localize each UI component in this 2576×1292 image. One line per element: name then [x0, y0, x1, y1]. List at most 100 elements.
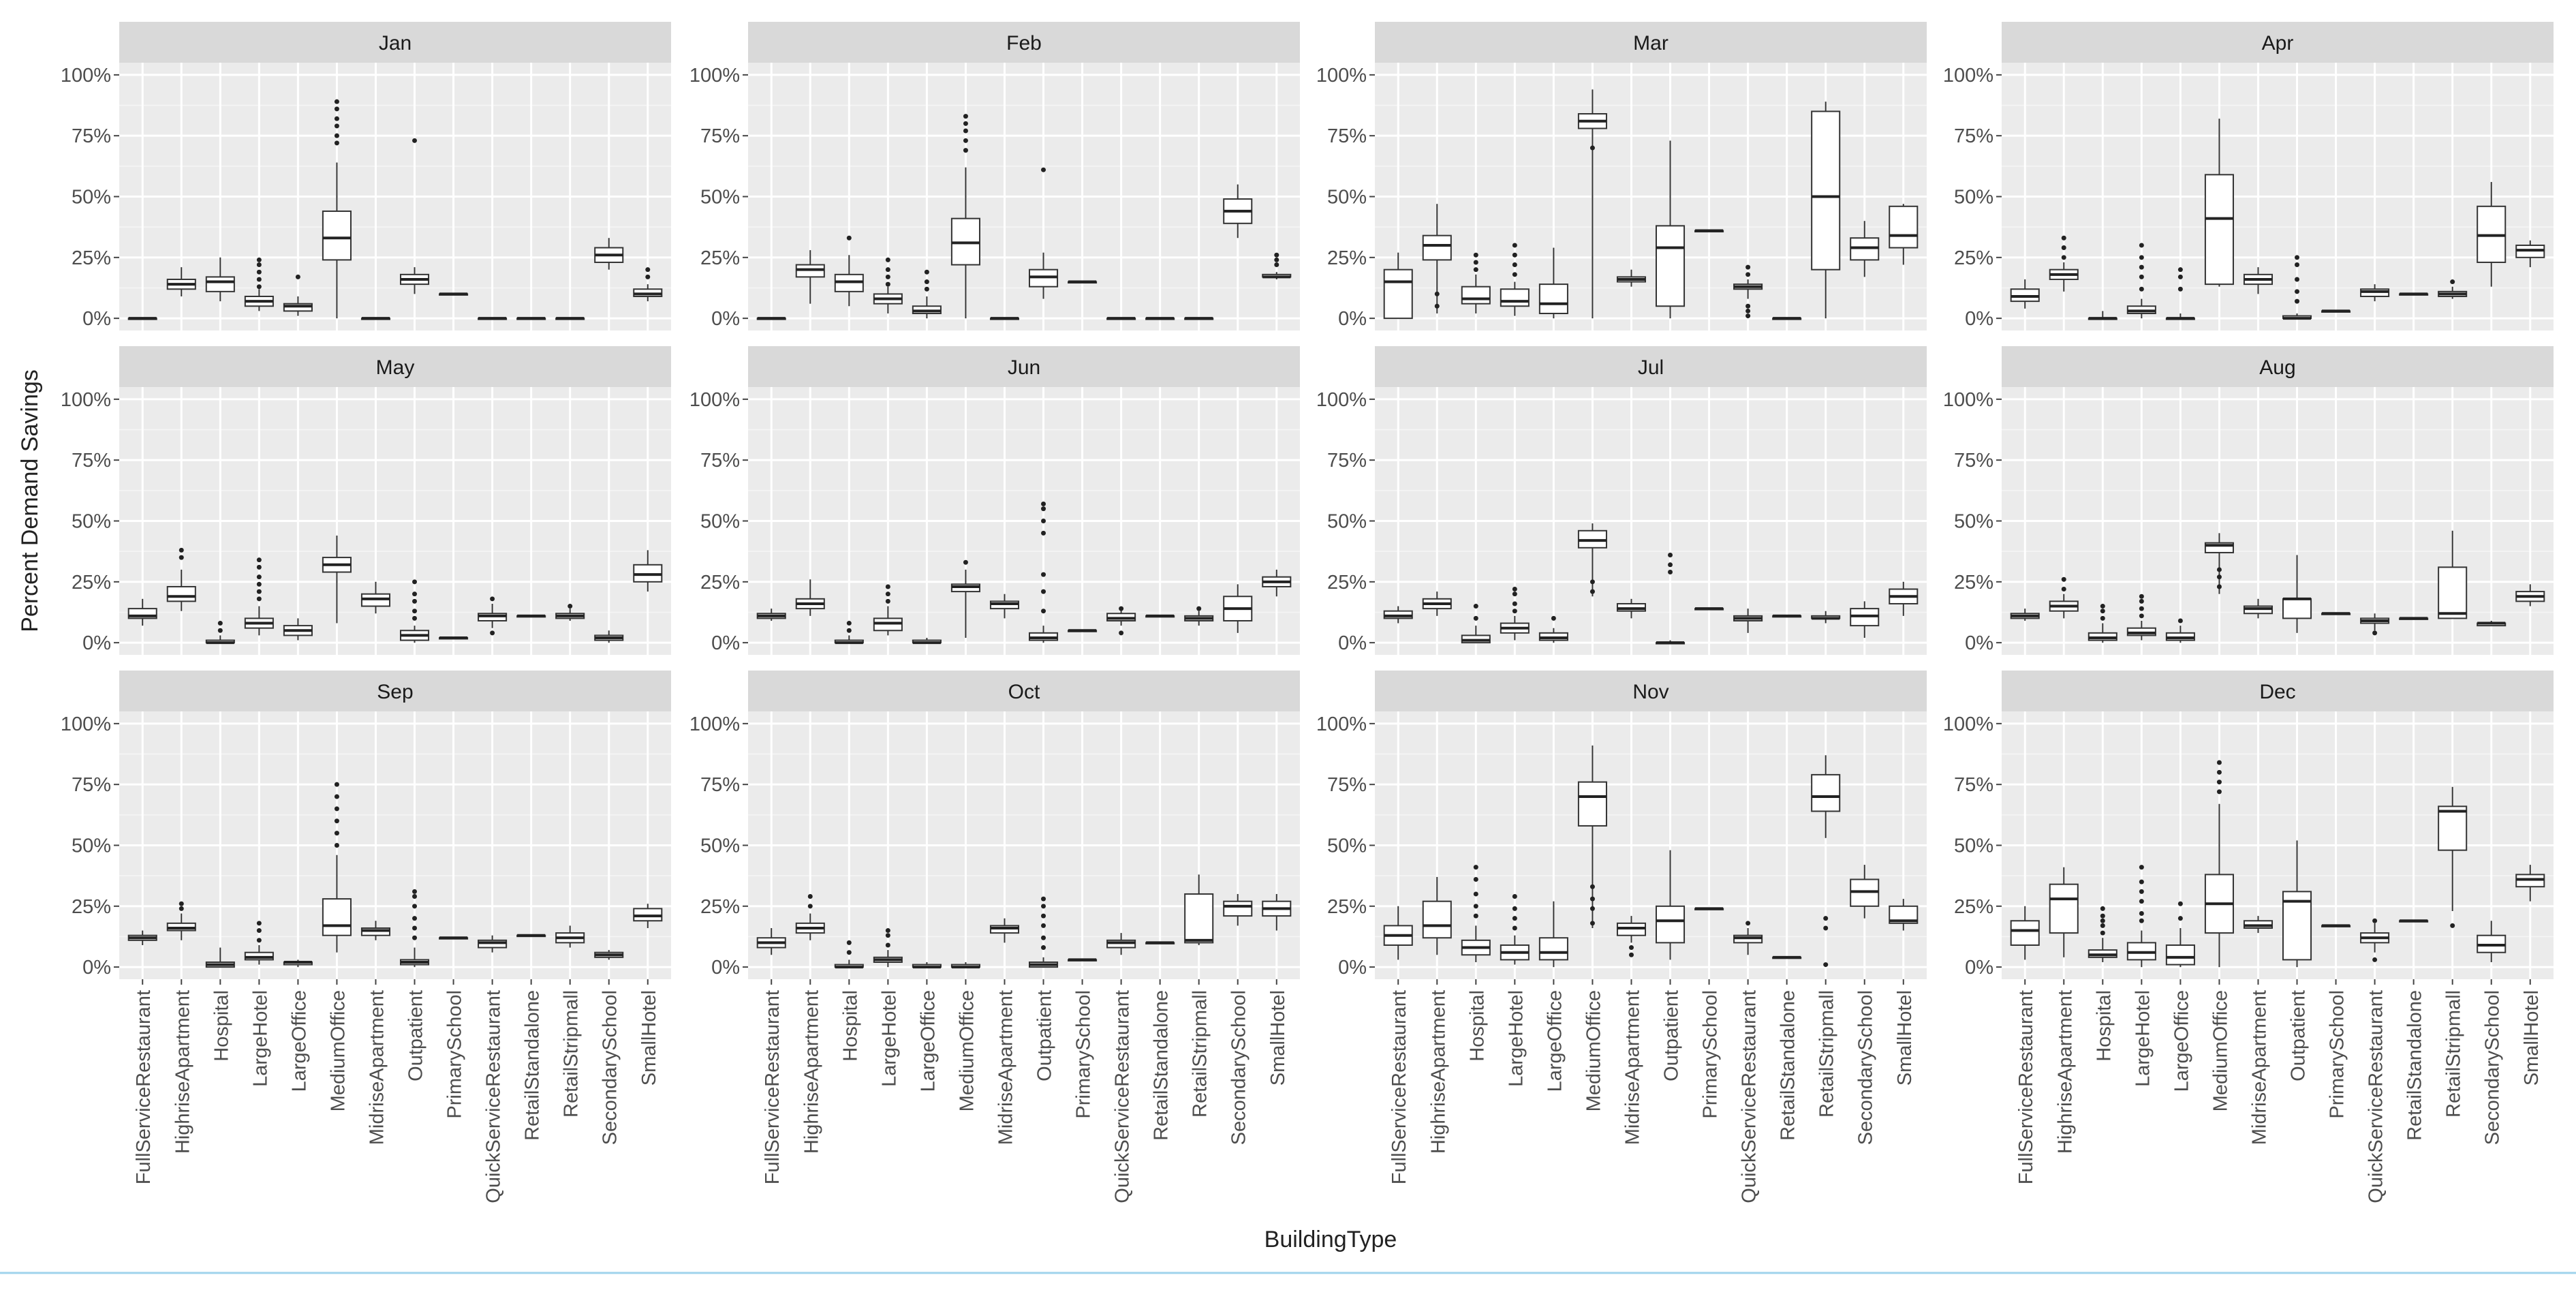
outlier-point [217, 628, 223, 633]
y-tick-label: 0% [711, 632, 740, 654]
outlier-point [1745, 313, 1751, 319]
outlier-point [179, 547, 184, 553]
box-smallhotel [2515, 584, 2545, 606]
box-primaryschool [1068, 629, 1098, 632]
y-tick-label: 25% [72, 247, 111, 269]
box-highriseapartment [166, 901, 196, 940]
panel-strip [1375, 346, 1927, 387]
x-tick-label: SmallHotel [1894, 990, 1916, 1086]
panel-title: Dec [2259, 681, 2295, 703]
panel-strip [119, 22, 671, 63]
outlier-point [1473, 877, 1478, 882]
outlier-point [807, 894, 813, 899]
outlier-point [295, 274, 300, 279]
box-secondaryschool [1223, 584, 1253, 633]
box-smallhotel [1262, 252, 1292, 279]
outlier-point [2372, 918, 2378, 923]
outlier-point [2450, 279, 2455, 285]
box-secondaryschool [1850, 221, 1880, 277]
box-largehotel [244, 257, 274, 311]
box-fullservicerestaurant [2010, 609, 2040, 621]
outlier-point [1589, 579, 1595, 585]
y-tick-label: 75% [1954, 450, 1993, 472]
outlier-point [2216, 567, 2222, 572]
box-primaryschool [2321, 309, 2351, 313]
y-tick-label: 75% [1327, 774, 1367, 796]
panel-title: Oct [1008, 681, 1040, 703]
y-tick-label: 100% [61, 713, 111, 735]
outlier-point [1473, 891, 1478, 897]
box-fullservicerestaurant [756, 609, 786, 621]
outlier-point [1745, 308, 1751, 313]
box-retailstripmall [2438, 530, 2468, 619]
outlier-point [963, 128, 968, 134]
y-tick-label: 0% [711, 957, 740, 979]
box-outpatient [399, 579, 430, 643]
box-highriseapartment [2049, 235, 2079, 292]
box-retailstandalone [1145, 614, 1175, 618]
outlier-point [1512, 925, 1517, 931]
y-tick-label: 0% [82, 632, 111, 654]
box-fullservicerestaurant [127, 317, 157, 320]
outlier-point [1589, 896, 1595, 902]
y-tick-label: 25% [1954, 572, 1993, 594]
outlier-point [1041, 609, 1046, 614]
panel-strip [1375, 671, 1927, 711]
outlier-point [2177, 286, 2183, 292]
x-tick-label: SecondarySchool [1228, 990, 1250, 1145]
box-largeoffice [2165, 618, 2195, 643]
y-tick-label: 25% [1327, 572, 1367, 594]
outlier-point [2139, 274, 2144, 279]
box-midriseapartment [2243, 267, 2274, 294]
outlier-point [1745, 303, 1751, 309]
outlier-point [1589, 884, 1595, 889]
y-tick-label: 75% [1954, 125, 1993, 147]
box-midriseapartment [1616, 269, 1647, 287]
panel-feb: Feb 0% 25% 50% 75% 100% [689, 22, 1300, 330]
box-retailstandalone [2399, 292, 2429, 296]
box-largehotel [2126, 865, 2156, 968]
outlier-point [2139, 598, 2144, 604]
box-mediumoffice [950, 114, 980, 319]
box-hospital [205, 257, 235, 302]
outlier-point [1628, 945, 1634, 951]
box-mediumoffice [322, 535, 352, 624]
y-tick-label: 50% [1327, 187, 1367, 209]
box-quickservicerestaurant [478, 596, 508, 636]
outlier-point [1551, 615, 1556, 621]
panel-title: Jun [1008, 356, 1040, 379]
box-mediumoffice [950, 559, 980, 638]
box-midriseapartment [360, 317, 391, 320]
y-tick-label: 0% [1965, 308, 1993, 330]
panel-strip [748, 671, 1300, 711]
outlier-point [1041, 945, 1046, 951]
panel-oct: Oct 0% 25% 50% 75% 100% FullServiceRestaurant H… [689, 671, 1300, 1203]
y-tick-label: 0% [711, 308, 740, 330]
outlier-point [1196, 606, 1202, 611]
box-retailstandalone [1772, 317, 1802, 320]
y-tick-label: 50% [700, 511, 740, 533]
box-smallhotel [1889, 899, 1919, 931]
box-smallhotel [633, 267, 663, 302]
x-tick-label: RetailStripmall [561, 990, 583, 1118]
outlier-point [256, 596, 262, 602]
outlier-point [256, 938, 262, 943]
x-tick-label: PrimarySchool [1700, 990, 1722, 1119]
box-hospital [834, 235, 864, 307]
box-largehotel [1500, 587, 1530, 641]
outlier-point [2295, 277, 2300, 282]
outlier-point [256, 557, 262, 563]
panel-title: Sep [377, 681, 413, 703]
x-tick-label: Hospital [839, 990, 861, 1062]
box-quickservicerestaurant [1733, 921, 1763, 955]
outlier-point [1512, 272, 1517, 277]
x-tick-label: LargeHotel [878, 990, 900, 1087]
box-iqr [2165, 944, 2195, 966]
outlier-point [1274, 257, 1279, 262]
outlier-point [2216, 789, 2222, 795]
outlier-point [1589, 921, 1595, 926]
box-quickservicerestaurant [1106, 317, 1136, 320]
y-tick-label: 100% [61, 389, 111, 411]
box-largehotel [873, 257, 903, 313]
box-primaryschool [439, 292, 469, 296]
